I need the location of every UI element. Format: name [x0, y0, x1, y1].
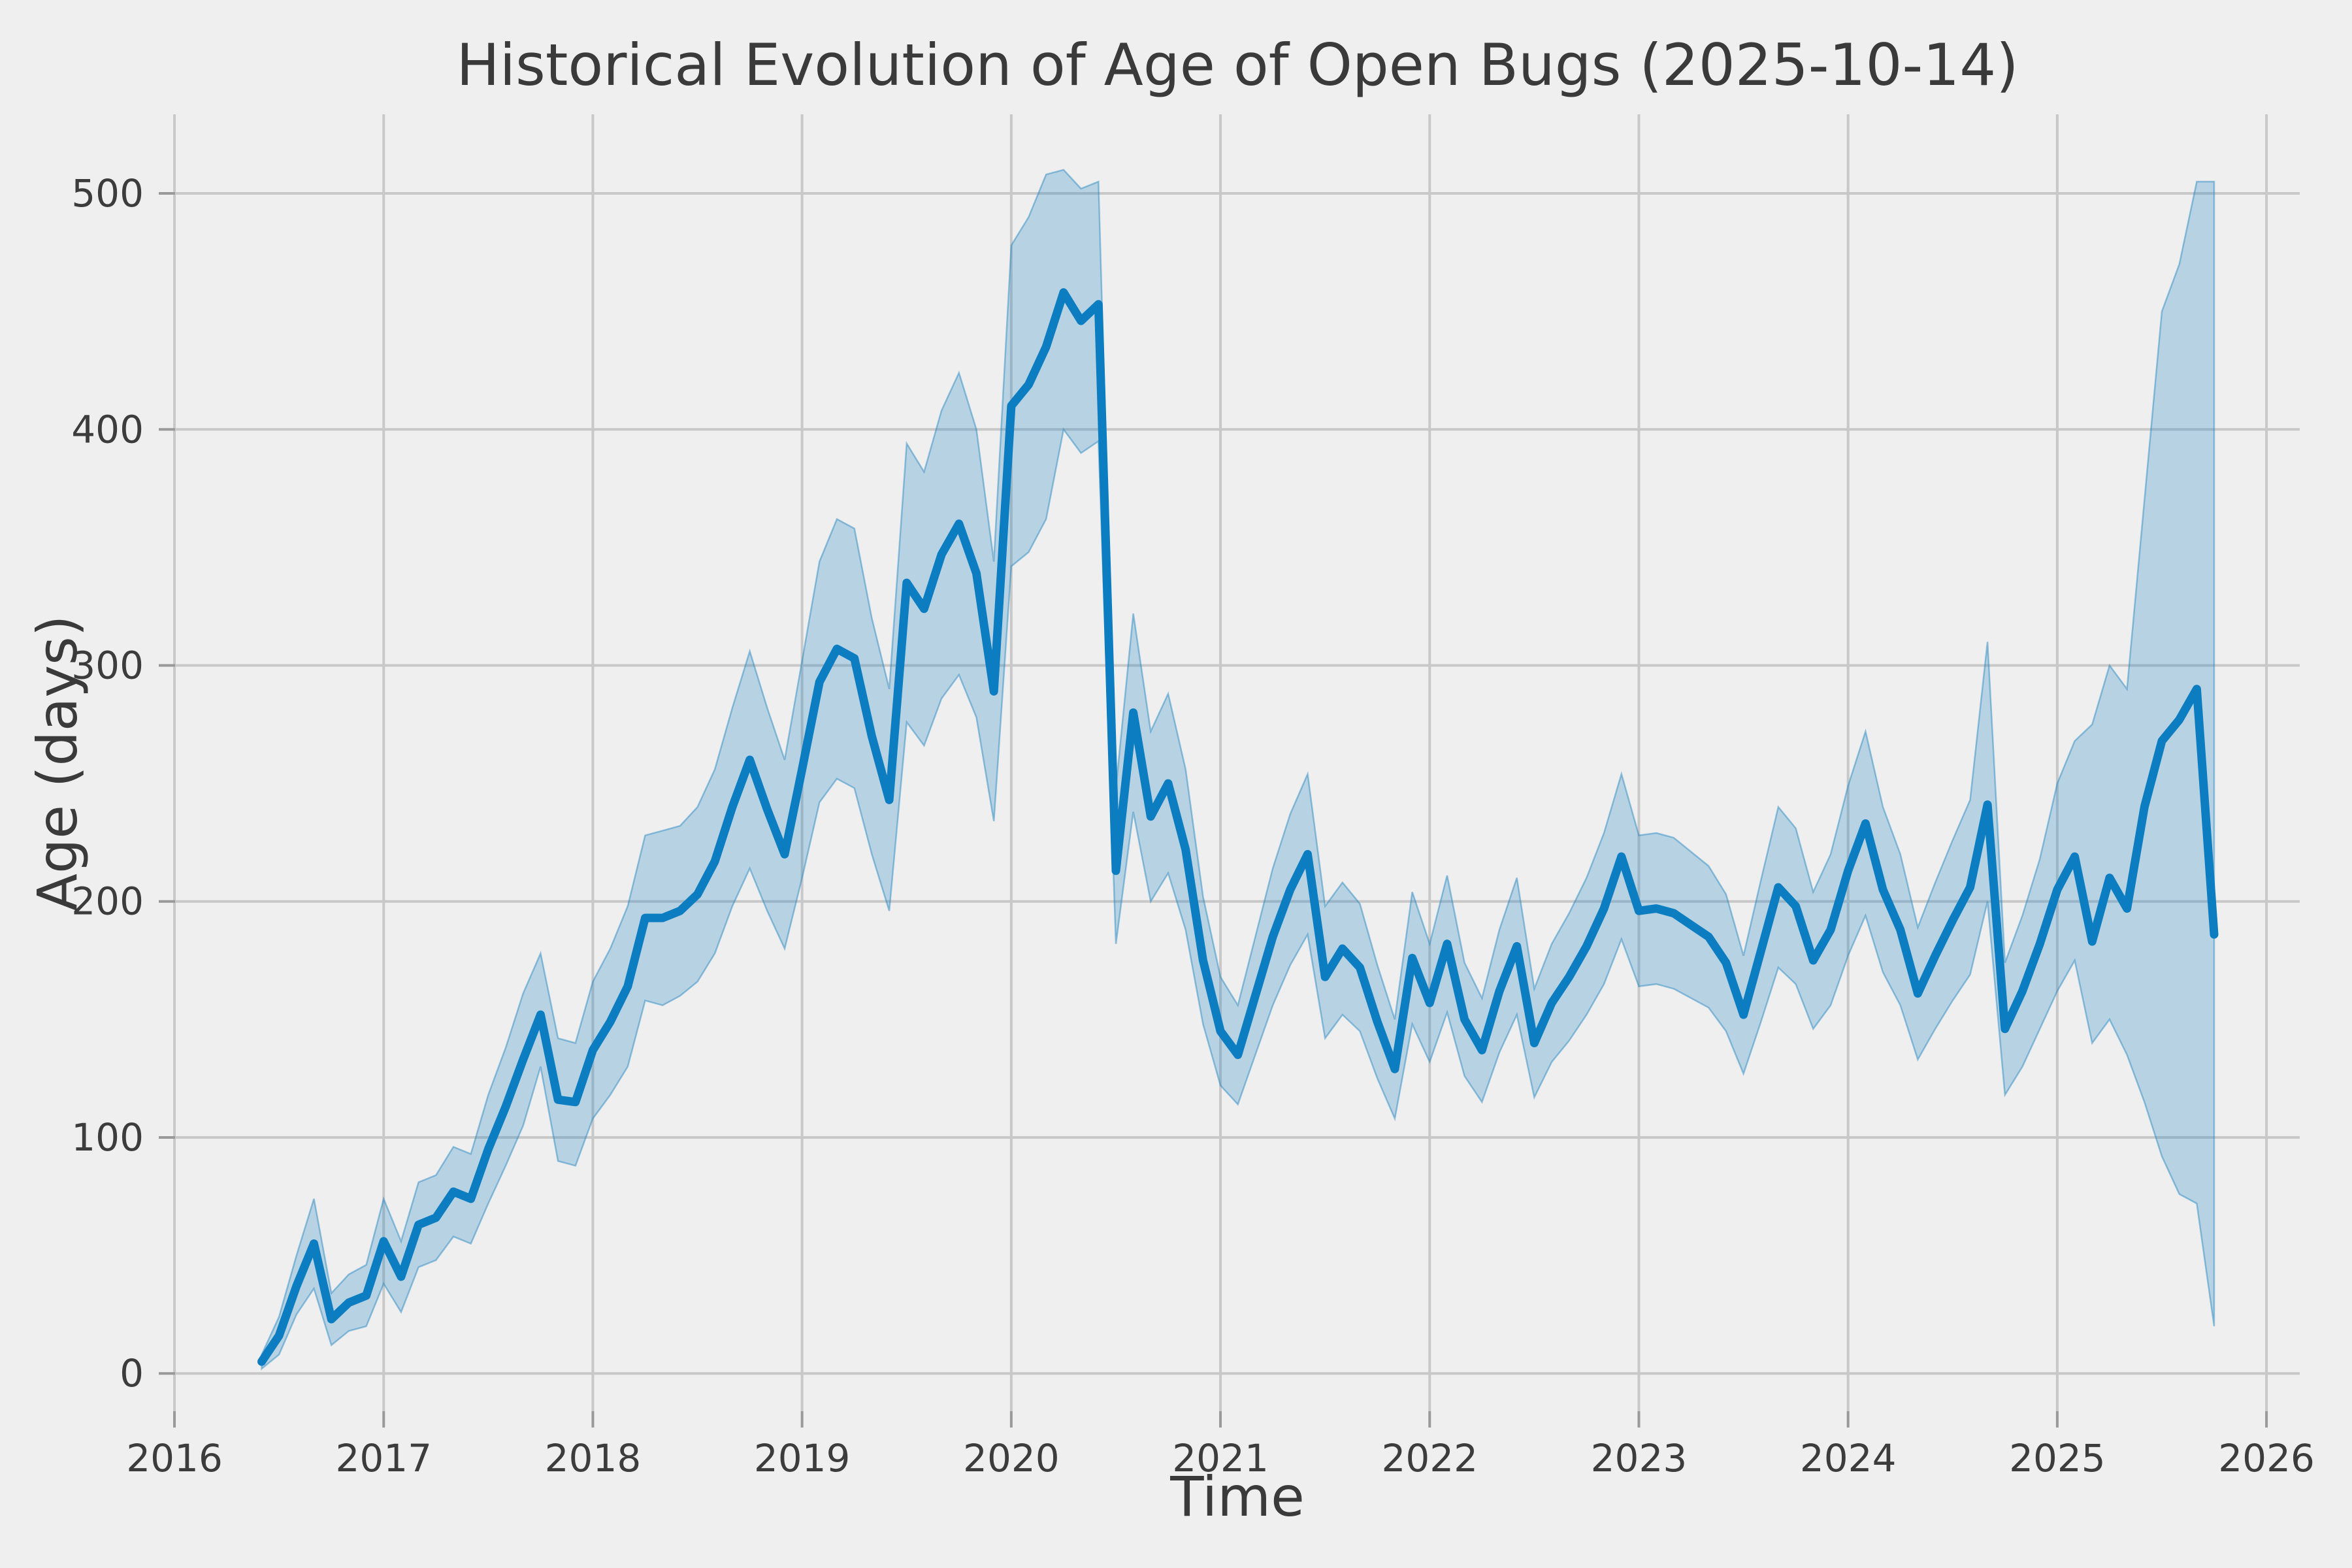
y-tick-label: 200 — [71, 879, 144, 924]
x-tick-label: 2022 — [1381, 1436, 1478, 1480]
confidence-band — [261, 169, 2215, 1371]
y-tick-label: 400 — [71, 407, 144, 451]
chart-title: Historical Evolution of Age of Open Bugs… — [456, 31, 2019, 99]
x-tick-label: 2019 — [754, 1436, 851, 1480]
x-tick-label: 2018 — [545, 1436, 642, 1480]
y-tick-label: 500 — [71, 171, 144, 216]
age-line-series — [257, 288, 2219, 1366]
x-tick-label: 2016 — [126, 1436, 223, 1480]
y-tick-label: 100 — [71, 1115, 144, 1160]
x-tick-label: 2025 — [2009, 1436, 2106, 1480]
y-tick-label: 0 — [120, 1351, 144, 1396]
tick-labels: 2016 2017 2018 2019 2020 2021 2022 2023 2024 2025… — [71, 171, 2315, 1480]
x-axis-label: Time — [1170, 1465, 1305, 1529]
x-tick-label: 2020 — [963, 1436, 1060, 1480]
gridlines — [173, 114, 2300, 1411]
x-tick-label: 2026 — [2218, 1436, 2315, 1480]
y-tick-label: 300 — [71, 643, 144, 687]
y-axis-label: Age (days) — [25, 615, 90, 911]
x-tick-label: 2021 — [1172, 1436, 1269, 1480]
x-tick-label: 2023 — [1591, 1436, 1688, 1480]
x-tick-label: 2024 — [1800, 1436, 1897, 1480]
x-tick-label: 2017 — [335, 1436, 432, 1480]
tick-marks — [159, 192, 2268, 1428]
